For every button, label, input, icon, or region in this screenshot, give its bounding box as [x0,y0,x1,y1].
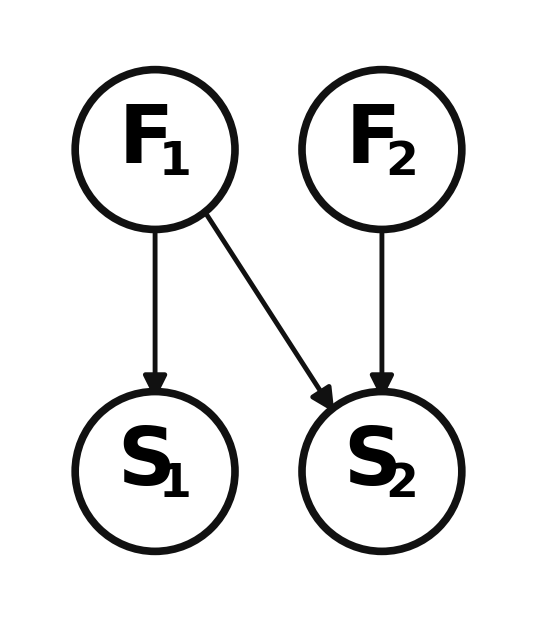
Text: 1: 1 [158,462,191,507]
Ellipse shape [75,392,235,551]
Ellipse shape [302,392,462,551]
Text: 1: 1 [158,140,191,185]
Text: F: F [345,102,400,179]
Text: S: S [344,424,402,502]
Ellipse shape [302,70,462,229]
Text: 2: 2 [385,140,418,185]
Text: S: S [117,424,175,502]
Ellipse shape [75,70,235,229]
Text: F: F [118,102,173,179]
Text: 2: 2 [385,462,418,507]
